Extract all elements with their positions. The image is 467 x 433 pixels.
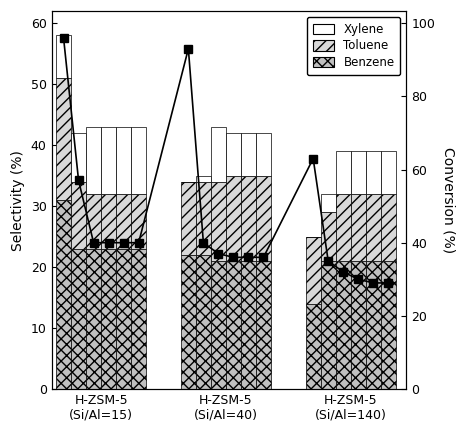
Bar xyxy=(56,36,71,78)
Bar xyxy=(71,249,86,389)
Bar xyxy=(336,194,351,261)
Bar xyxy=(56,200,71,389)
Bar xyxy=(351,151,366,194)
Bar xyxy=(336,151,351,194)
Bar xyxy=(321,194,336,212)
Bar xyxy=(196,255,211,389)
Legend: Xylene, Toluene, Benzene: Xylene, Toluene, Benzene xyxy=(307,17,400,75)
Bar xyxy=(131,194,146,249)
Bar xyxy=(86,249,101,389)
Bar xyxy=(196,176,211,182)
Bar xyxy=(241,176,256,261)
Bar xyxy=(116,194,131,249)
Bar xyxy=(196,182,211,255)
Bar xyxy=(211,182,226,261)
Bar xyxy=(101,127,116,194)
Bar xyxy=(351,194,366,261)
Bar xyxy=(86,127,101,194)
Bar xyxy=(306,237,321,304)
Bar xyxy=(381,151,396,194)
Bar xyxy=(181,255,196,389)
Bar xyxy=(366,194,381,261)
Y-axis label: Conversion (%): Conversion (%) xyxy=(442,147,456,253)
Bar xyxy=(56,78,71,200)
Bar xyxy=(241,261,256,389)
Bar xyxy=(241,133,256,176)
Bar xyxy=(256,133,271,176)
Bar xyxy=(226,261,241,389)
Bar xyxy=(116,249,131,389)
Bar xyxy=(336,261,351,389)
Bar xyxy=(101,194,116,249)
Bar xyxy=(86,194,101,249)
Bar xyxy=(181,182,196,255)
Bar xyxy=(71,182,86,249)
Bar xyxy=(101,249,116,389)
Bar xyxy=(226,176,241,261)
Bar xyxy=(256,261,271,389)
Y-axis label: Selectivity (%): Selectivity (%) xyxy=(11,150,25,251)
Bar xyxy=(381,194,396,261)
Bar xyxy=(226,133,241,176)
Bar xyxy=(71,133,86,182)
Bar xyxy=(366,261,381,389)
Bar xyxy=(306,304,321,389)
Bar xyxy=(321,261,336,389)
Bar xyxy=(351,261,366,389)
Bar xyxy=(116,127,131,194)
Bar xyxy=(256,176,271,261)
Bar xyxy=(131,249,146,389)
Bar xyxy=(321,212,336,261)
Bar xyxy=(211,261,226,389)
Bar xyxy=(211,127,226,182)
Bar xyxy=(381,261,396,389)
Bar xyxy=(131,127,146,194)
Bar xyxy=(366,151,381,194)
